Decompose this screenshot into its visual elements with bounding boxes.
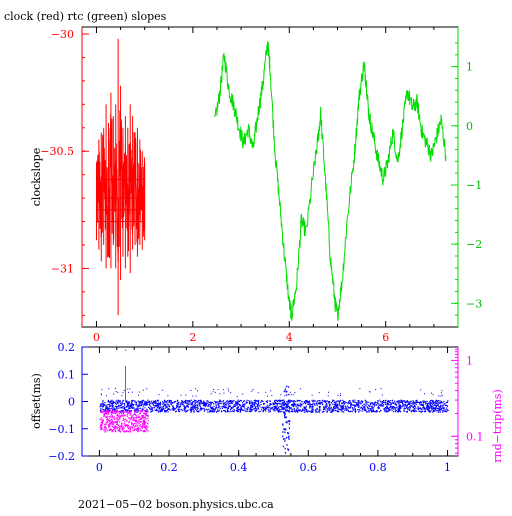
bottom-x-tick-label: 0.4 xyxy=(230,461,248,474)
top-x-tick-label: 0 xyxy=(93,331,100,344)
top-y-tick-label: −30.5 xyxy=(40,145,74,158)
top-y-tick-label: −30 xyxy=(51,28,74,41)
top-x-tick-label: 4 xyxy=(286,331,293,344)
top-x-tick-label: 6 xyxy=(382,331,389,344)
rtt-points xyxy=(99,409,149,433)
top-y2-tick-label: −1 xyxy=(466,179,482,192)
top-y2-tick-label: 1 xyxy=(466,61,473,74)
offset-series xyxy=(99,385,449,454)
bottom-y-tick-label: 0.2 xyxy=(58,341,76,354)
top-x-tick-label: 2 xyxy=(189,331,196,344)
rtt-outlier xyxy=(125,349,127,351)
top-y-axis-label: clockslope xyxy=(30,148,43,206)
rtc-line xyxy=(214,41,447,321)
top-axis-ticks: 0 2 4 6 −30 −30.5 −31 1 0 −1 −2 −3 xyxy=(40,27,482,344)
clock-series xyxy=(95,38,146,316)
top-y2-tick-label: −3 xyxy=(466,297,482,310)
bottom-x-tick-label: 0.6 xyxy=(300,461,318,474)
bottom-y2-tick-label: 1 xyxy=(466,354,473,367)
bottom-x-tick-label: 0 xyxy=(96,461,103,474)
offset-points xyxy=(99,387,449,413)
top-y2-tick-label: −2 xyxy=(466,238,482,251)
bottom-y-tick-label: 0.1 xyxy=(58,368,76,381)
bottom-y-tick-label: −0.2 xyxy=(48,450,75,463)
footer-text: 2021−05−02 boson.physics.ubc.ca xyxy=(78,498,274,511)
bottom-x-tick-label: 0.8 xyxy=(369,461,387,474)
bottom-x-tick-label: 1 xyxy=(444,461,451,474)
bottom-y2-axis-label: rnd−trip(ms) xyxy=(491,389,504,463)
bottom-x-tick-label: 0.2 xyxy=(160,461,178,474)
bottom-y-axis-label: offset(ms) xyxy=(30,373,43,429)
top-y-tick-label: −31 xyxy=(51,262,74,275)
bottom-axis-ticks: 0 0.2 0.4 0.6 0.8 1 0.2 0.1 0 −0.1 −0.2 1 0.1 xyxy=(48,341,483,474)
rtc-series xyxy=(214,41,447,321)
top-y2-tick-label: 0 xyxy=(466,120,473,133)
offset-spike xyxy=(282,385,291,454)
rtt-series xyxy=(99,349,149,433)
top-chart-title: clock (red) rtc (green) slopes xyxy=(4,10,167,23)
bottom-y-tick-label: 0 xyxy=(68,396,75,409)
bottom-y2-tick-label: 0.1 xyxy=(466,430,484,443)
bottom-y-tick-label: −0.1 xyxy=(48,423,75,436)
